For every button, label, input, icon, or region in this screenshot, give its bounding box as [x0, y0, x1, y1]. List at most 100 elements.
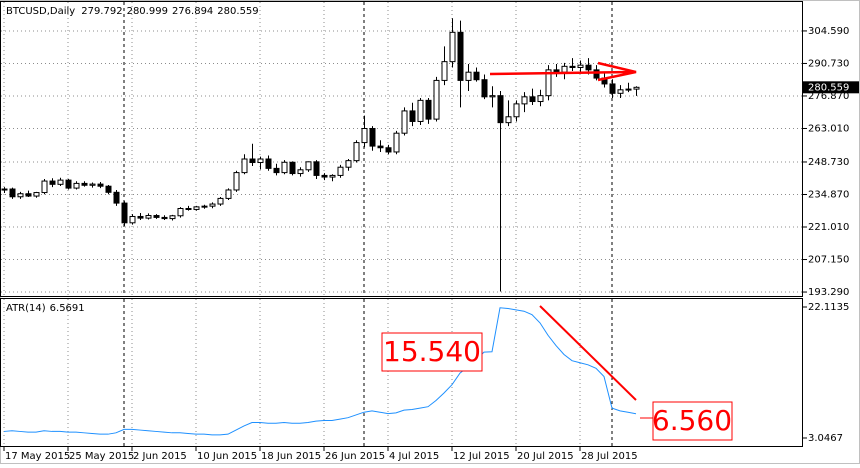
- y-tick-label: 276.870: [808, 91, 849, 102]
- x-tick-label: 10 Jun 2015: [197, 451, 257, 462]
- candle-body: [377, 145, 384, 149]
- candle-body: [169, 215, 176, 220]
- candle-body: [97, 183, 104, 187]
- candle-body: [113, 191, 120, 204]
- candle-body: [441, 61, 448, 81]
- candle-body: [153, 215, 160, 218]
- candle-body: [569, 65, 576, 69]
- candle-body: [633, 86, 640, 90]
- candle-body: [217, 197, 224, 205]
- candle-body: [497, 95, 504, 124]
- candle-body: [185, 207, 192, 210]
- candle-body: [257, 158, 264, 164]
- candle-body: [425, 99, 432, 120]
- x-tick-label: 2 Jun 2015: [133, 451, 187, 462]
- candle-body: [625, 88, 632, 91]
- candle-body: [273, 167, 280, 174]
- candle-body: [329, 174, 336, 178]
- candle-body: [249, 158, 256, 164]
- candle-body: [545, 69, 552, 97]
- candle-body: [521, 96, 528, 105]
- candle-body: [385, 147, 392, 153]
- y-tick-label: 234.870: [808, 189, 849, 200]
- symbol: BTCUSD,Daily: [6, 6, 75, 17]
- annotation: 15.540: [383, 335, 481, 368]
- candle-body: [121, 202, 128, 224]
- candle-body: [129, 215, 136, 224]
- annotation-box: [652, 401, 733, 441]
- open-value: 279.792: [81, 6, 122, 17]
- annotation: 6.560: [652, 404, 732, 437]
- candle-body: [409, 110, 416, 122]
- y-tick-label: 263.010: [808, 123, 849, 134]
- candle-body: [417, 99, 424, 122]
- atr-line: [3, 307, 637, 436]
- trend-arrow: [489, 61, 637, 82]
- candle-body: [281, 161, 288, 174]
- price-panel: [0, 1, 803, 297]
- candle-body: [337, 166, 344, 176]
- candle-body: [65, 179, 72, 189]
- candle-body: [33, 192, 40, 197]
- candle-body: [529, 96, 536, 103]
- header: BTCUSD,Daily 279.792 280.999 276.894 280.559: [6, 6, 259, 17]
- candle-body: [177, 207, 184, 217]
- candle-body: [17, 193, 24, 198]
- current-price-label: 280.559: [808, 82, 849, 93]
- candle-body: [81, 182, 88, 186]
- candle-body: [593, 69, 600, 79]
- candle-body: [537, 95, 544, 103]
- candle-body: [233, 172, 240, 191]
- candle-body: [241, 158, 248, 174]
- candle-body: [313, 161, 320, 176]
- annotation-box: [381, 332, 483, 372]
- candle-body: [561, 65, 568, 73]
- candle-body: [161, 216, 168, 220]
- candle-body: [393, 132, 400, 153]
- candle-body: [457, 31, 464, 81]
- candle-body: [201, 205, 208, 208]
- y-tick-label: 3.0467: [808, 433, 843, 444]
- candle-body: [489, 95, 496, 98]
- candle-body: [465, 71, 472, 81]
- x-tick-label: 18 Jun 2015: [261, 451, 321, 462]
- atr-panel: [0, 298, 803, 447]
- candle-body: [353, 142, 360, 162]
- y-tick-label: 248.730: [808, 157, 849, 168]
- candle-body: [433, 79, 440, 120]
- candle-body: [609, 83, 616, 94]
- y-tick-label: 207.150: [808, 255, 849, 266]
- current-price-box: [803, 81, 859, 94]
- x-tick-label: 17 May 2015: [5, 451, 70, 462]
- atr-title: ATR(14): [6, 303, 46, 314]
- low-value: 276.894: [172, 6, 213, 17]
- atr-header: ATR(14) 6.5691: [6, 303, 85, 314]
- candle-body: [9, 188, 16, 198]
- candle-body: [289, 161, 296, 175]
- candle-body: [321, 174, 328, 178]
- candle-body: [513, 103, 520, 118]
- y-tick-label: 221.010: [808, 222, 849, 233]
- candle-body: [401, 110, 408, 134]
- candle-body: [209, 203, 216, 207]
- high-value: 280.999: [127, 6, 168, 17]
- candle-body: [265, 158, 272, 169]
- candle-body: [225, 189, 232, 199]
- y-tick-label: 193.290: [808, 287, 849, 298]
- candle-body: [145, 215, 152, 219]
- candle-body: [473, 71, 480, 81]
- y-tick-label: 290.730: [808, 58, 849, 69]
- candle-body: [105, 185, 112, 193]
- candle-body: [577, 64, 584, 69]
- candle-body: [49, 180, 56, 185]
- trend-line: [539, 305, 637, 401]
- y-tick-label: 22.1135: [808, 302, 849, 313]
- candle-body: [57, 179, 64, 185]
- candle-body: [369, 128, 376, 147]
- candle-body: [361, 128, 368, 144]
- candle-body: [305, 161, 312, 171]
- candle-body: [505, 116, 512, 124]
